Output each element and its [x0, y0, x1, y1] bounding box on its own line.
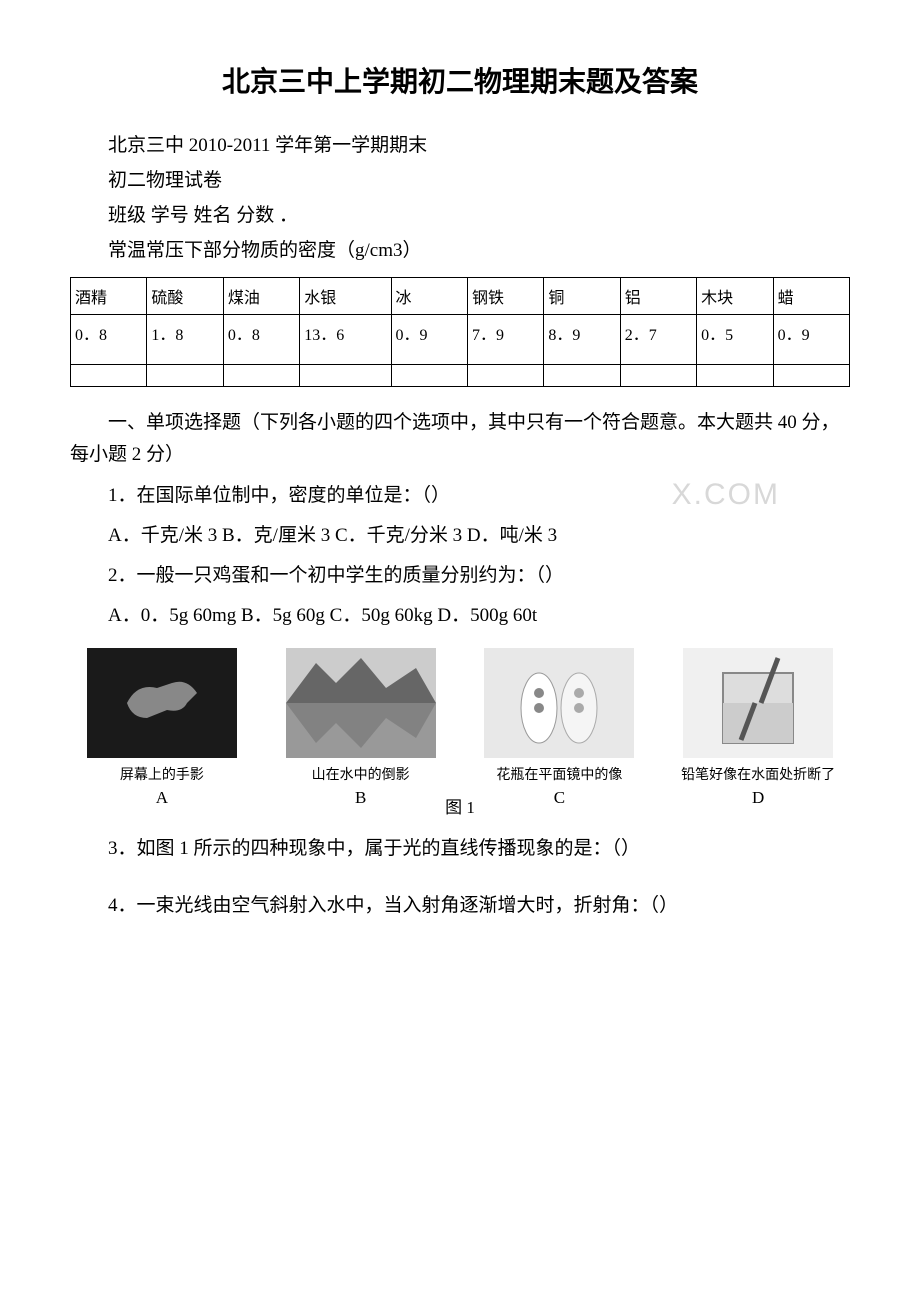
- question-3: 3．如图 1 所示的四种现象中，属于光的直线传播现象的是：（）: [70, 833, 850, 865]
- table-value-cell: 0．8: [223, 315, 299, 365]
- image-item-c: 花瓶在平面镜中的像 C: [468, 648, 652, 808]
- table-value-cell: 0．8: [71, 315, 147, 365]
- table-value-cell: 0．9: [391, 315, 467, 365]
- table-empty-row: [71, 365, 850, 387]
- image-label: A: [156, 788, 168, 808]
- table-header-cell: 蜡: [773, 278, 849, 315]
- page-title: 北京三中上学期初二物理期末题及答案: [70, 60, 850, 100]
- vase-mirror-image: [484, 648, 634, 758]
- table-value-cell: 1．8: [147, 315, 223, 365]
- subtitle: 北京三中 2010-2011 学年第一学期期末: [70, 130, 850, 157]
- table-header-cell: 煤油: [223, 278, 299, 315]
- hand-shadow-image: [87, 648, 237, 758]
- image-caption: 花瓶在平面镜中的像: [496, 764, 622, 784]
- paper-name: 初二物理试卷: [70, 165, 850, 192]
- form-line: 班级 学号 姓名 分数 ．: [70, 200, 850, 227]
- table-value-cell: 7．9: [467, 315, 543, 365]
- image-label: C: [554, 788, 565, 808]
- image-caption: 铅笔好像在水面处折断了: [681, 764, 835, 784]
- image-label: D: [752, 788, 764, 808]
- image-item-b: 山在水中的倒影 B: [269, 648, 453, 808]
- question-1-options: A．千克/米 3 B．克/厘米 3 C．千克/分米 3 D．吨/米 3: [70, 520, 850, 552]
- table-header-cell: 铝: [620, 278, 696, 315]
- table-value-cell: 0．5: [697, 315, 773, 365]
- question-2: 2．一般一只鸡蛋和一个初中学生的质量分别约为：（）: [70, 560, 850, 592]
- table-header-cell: 酒精: [71, 278, 147, 315]
- table-header-cell: 铜: [544, 278, 620, 315]
- question-1: 1．在国际单位制中，密度的单位是：（）: [70, 480, 850, 512]
- image-item-a: 屏幕上的手影 A: [70, 648, 254, 808]
- figure-1-images: 屏幕上的手影 A 山在水中的倒影 B 花瓶在平面镜: [70, 648, 850, 808]
- density-table: 酒精 硫酸 煤油 水银 冰 钢铁 铜 铝 木块 蜡 0．8 1．8 0．8 13…: [70, 277, 850, 387]
- mountain-reflection-image: [286, 648, 436, 758]
- table-header-cell: 钢铁: [467, 278, 543, 315]
- table-header-cell: 木块: [697, 278, 773, 315]
- table-header-cell: 水银: [300, 278, 391, 315]
- table-value-cell: 13．6: [300, 315, 391, 365]
- question-4: 4．一束光线由空气斜射入水中，当入射角逐渐增大时，折射角：（）: [70, 890, 850, 922]
- question-2-options: A．0．5g 60mg B．5g 60g C．50g 60kg D．500g 6…: [70, 600, 850, 632]
- section-header: 一、单项选择题（下列各小题的四个选项中，其中只有一个符合题意。本大题共 40 分…: [70, 407, 850, 472]
- table-value-row: 0．8 1．8 0．8 13．6 0．9 7．9 8．9 2．7 0．5 0．9: [71, 315, 850, 365]
- pencil-refraction-image: [683, 648, 833, 758]
- image-caption: 屏幕上的手影: [120, 764, 204, 784]
- table-header-cell: 冰: [391, 278, 467, 315]
- table-value-cell: 2．7: [620, 315, 696, 365]
- table-header-row: 酒精 硫酸 煤油 水银 冰 钢铁 铜 铝 木块 蜡: [71, 278, 850, 315]
- table-value-cell: 0．9: [773, 315, 849, 365]
- table-header-cell: 硫酸: [147, 278, 223, 315]
- table-value-cell: 8．9: [544, 315, 620, 365]
- image-label: B: [355, 788, 366, 808]
- density-intro: 常温常压下部分物质的密度（g/cm3）: [70, 235, 850, 262]
- image-caption: 山在水中的倒影: [312, 764, 410, 784]
- image-item-d: 铅笔好像在水面处折断了 D: [666, 648, 850, 808]
